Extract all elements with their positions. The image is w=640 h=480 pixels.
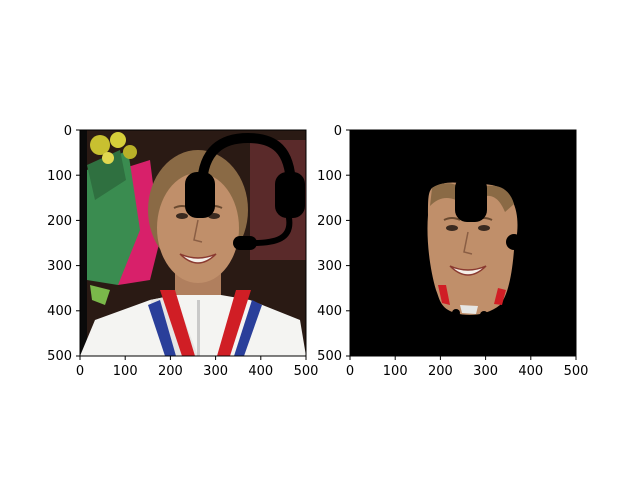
y-tick-label: 100 bbox=[317, 169, 342, 184]
left-photo bbox=[80, 130, 306, 356]
x-tick-label: 0 bbox=[76, 364, 84, 379]
x-tick-label: 500 bbox=[294, 364, 319, 379]
left-panel: 0 100 200 300 400 500 0 100 200 300 400 … bbox=[47, 124, 318, 379]
y-tick-label: 500 bbox=[317, 349, 342, 364]
left-x-ticks: 0 100 200 300 400 500 bbox=[76, 356, 319, 379]
masked-face bbox=[427, 176, 522, 319]
right-y-ticks: 0 100 200 300 400 500 bbox=[317, 124, 350, 364]
x-tick-label: 0 bbox=[346, 364, 354, 379]
y-tick-label: 400 bbox=[47, 304, 72, 319]
x-tick-label: 500 bbox=[564, 364, 589, 379]
right-axes-frame bbox=[349, 129, 577, 357]
left-axes-frame bbox=[79, 129, 307, 357]
y-tick-label: 0 bbox=[334, 124, 342, 139]
headset-icon bbox=[185, 132, 305, 250]
x-tick-label: 100 bbox=[113, 364, 138, 379]
y-tick-label: 500 bbox=[47, 349, 72, 364]
x-tick-label: 200 bbox=[158, 364, 183, 379]
y-tick-label: 0 bbox=[64, 124, 72, 139]
y-tick-label: 300 bbox=[317, 259, 342, 274]
right-x-ticks: 0 100 200 300 400 500 bbox=[346, 356, 589, 379]
y-tick-label: 200 bbox=[317, 214, 342, 229]
x-tick-label: 400 bbox=[518, 364, 543, 379]
left-y-ticks: 0 100 200 300 400 500 bbox=[47, 124, 80, 364]
y-tick-label: 300 bbox=[47, 259, 72, 274]
x-tick-label: 300 bbox=[473, 364, 498, 379]
y-tick-label: 200 bbox=[47, 214, 72, 229]
x-tick-label: 200 bbox=[428, 364, 453, 379]
y-tick-label: 400 bbox=[317, 304, 342, 319]
x-tick-label: 400 bbox=[248, 364, 273, 379]
x-tick-label: 300 bbox=[203, 364, 228, 379]
y-tick-label: 100 bbox=[47, 169, 72, 184]
right-panel: 0 100 200 300 400 500 0 100 200 300 400 … bbox=[317, 124, 588, 379]
x-tick-label: 100 bbox=[383, 364, 408, 379]
